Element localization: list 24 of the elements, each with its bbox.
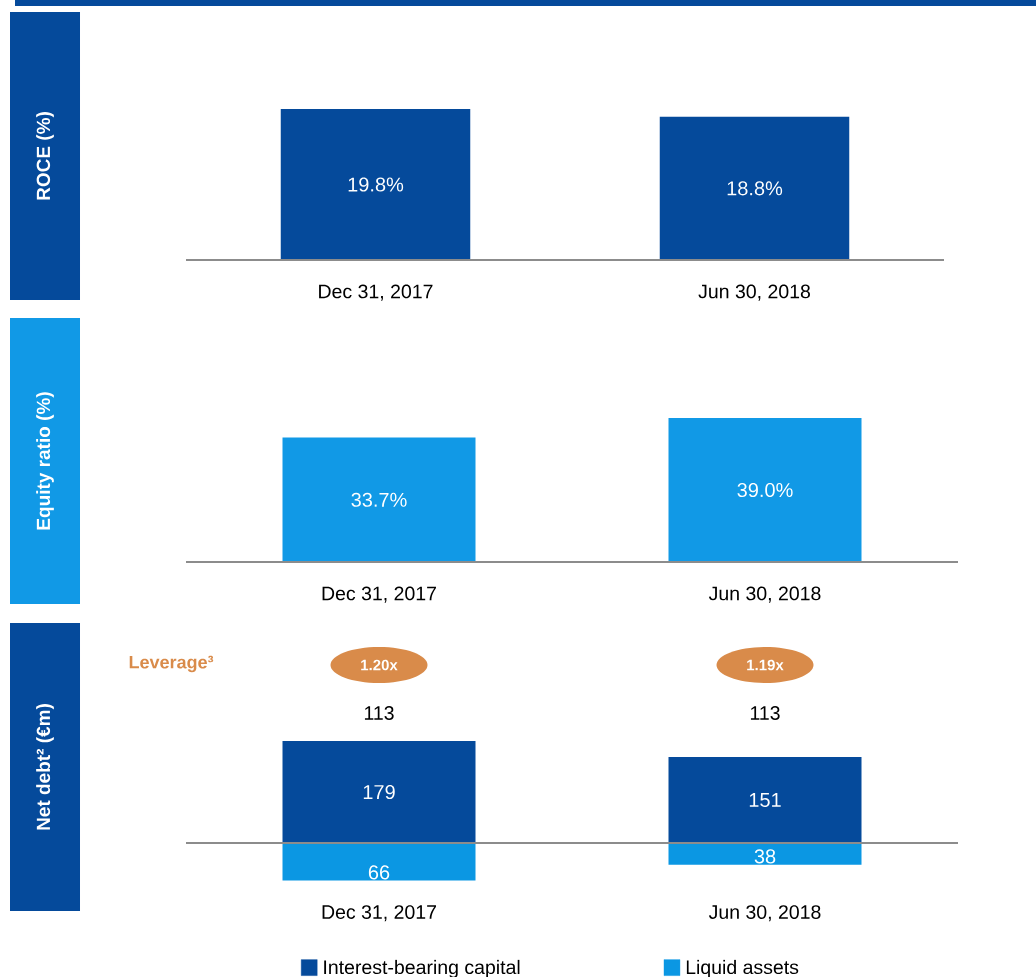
- annotation: 66: [368, 865, 390, 880]
- x-tick-label: Dec 31, 2017: [319, 284, 433, 301]
- text: 1.19x: [747, 659, 784, 671]
- x-tick-label: Dec 31, 2017: [322, 905, 436, 922]
- text: 1.20x: [361, 659, 398, 671]
- data-label: 18.8%: [727, 181, 783, 196]
- legend-label: Liquid assets: [686, 959, 799, 977]
- x-tick-label: Dec 31, 2017: [322, 586, 436, 603]
- annotation: 38: [754, 849, 776, 864]
- data-label: 151: [749, 793, 781, 807]
- data-label: 39.0%: [737, 482, 793, 498]
- y-axis-title: Equity ratio (%): [36, 392, 54, 530]
- total-label: 113: [750, 706, 780, 720]
- y-axis-title: Net debt² (€m): [36, 704, 54, 830]
- y-axis-title: ROCE (%): [36, 112, 54, 200]
- x-tick-label: Jun 30, 2018: [708, 586, 821, 603]
- text: Leverage³: [129, 655, 214, 673]
- legend-label: Interest-bearing capital: [324, 959, 520, 977]
- x-tick-label: Jun 30, 2018: [708, 905, 821, 922]
- total-label: 113: [364, 706, 394, 720]
- data-label: 179: [363, 784, 395, 800]
- data-label: 19.8%: [348, 177, 404, 192]
- x-tick-label: Jun 30, 2018: [698, 284, 810, 301]
- data-label: 33.7%: [351, 492, 407, 507]
